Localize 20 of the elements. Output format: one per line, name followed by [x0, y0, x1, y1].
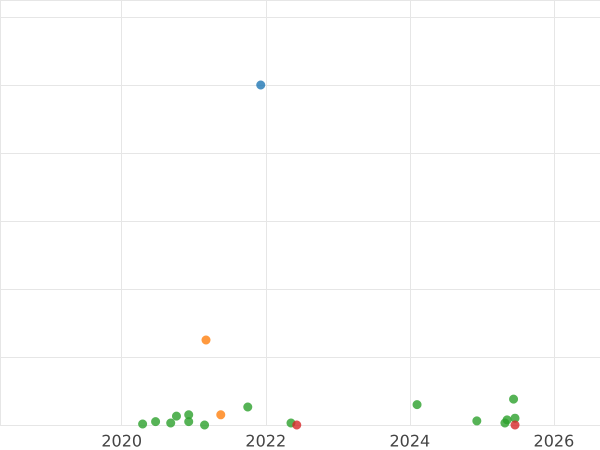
x-tick-label: 2026: [534, 432, 574, 450]
point: [509, 394, 518, 404]
point: [292, 420, 302, 430]
point: [510, 420, 520, 430]
point: [243, 402, 252, 412]
point: [202, 336, 210, 344]
point: [256, 80, 266, 90]
x-tick-label: 2024: [389, 432, 430, 450]
point: [166, 418, 176, 428]
point: [200, 420, 210, 430]
point: [184, 417, 194, 426]
point: [151, 417, 160, 426]
x-tick-label: 2020: [101, 432, 142, 450]
point: [216, 410, 226, 420]
point: [502, 415, 512, 424]
point: [472, 416, 482, 426]
point: [138, 419, 148, 428]
point: [172, 412, 181, 421]
point: [412, 400, 422, 410]
x-tick-label: 2022: [245, 432, 286, 450]
